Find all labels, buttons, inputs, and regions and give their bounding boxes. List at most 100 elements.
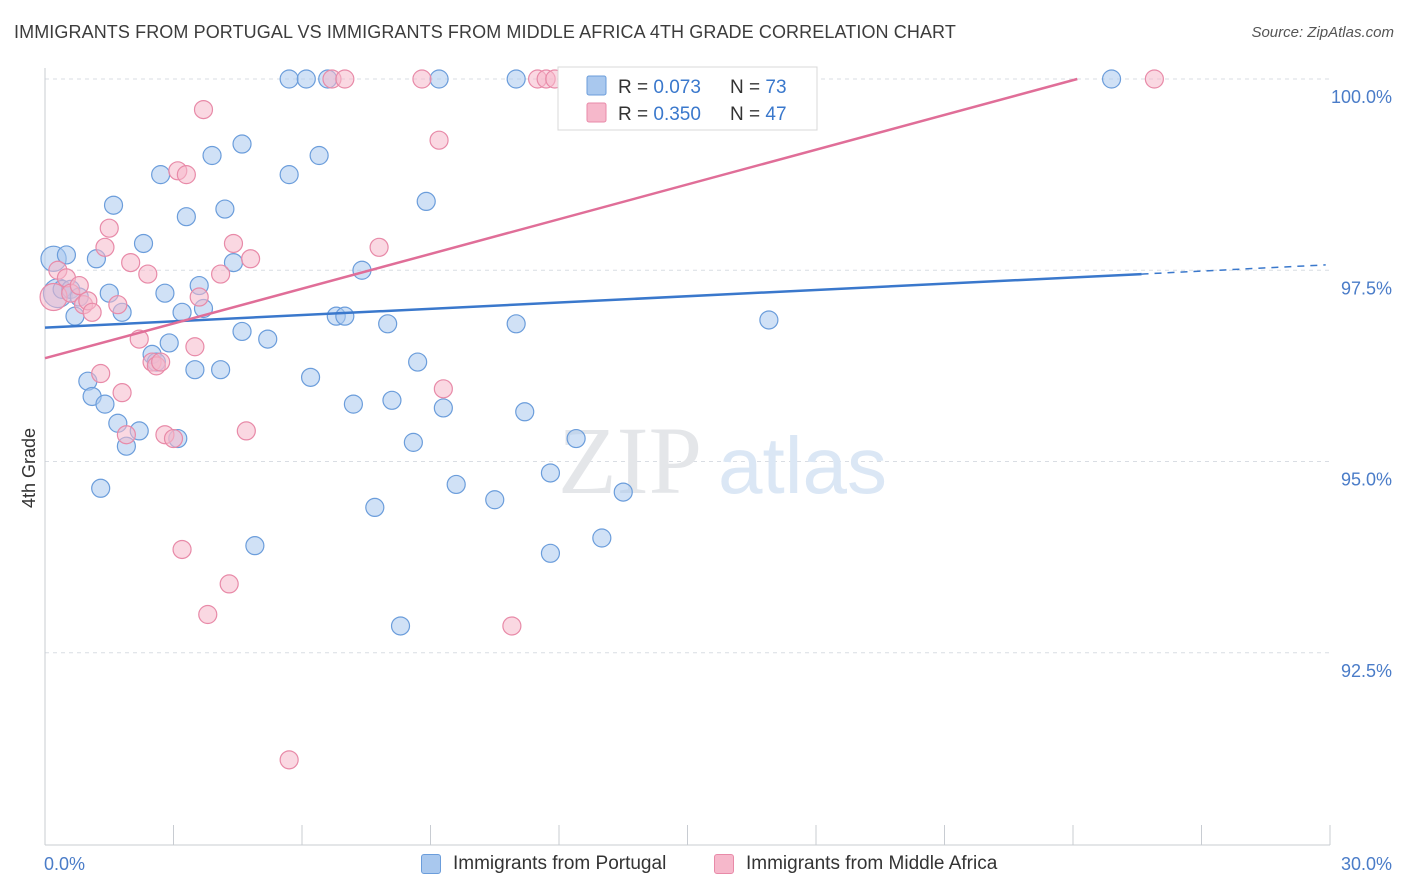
chart-title: IMMIGRANTS FROM PORTUGAL VS IMMIGRANTS F… [14, 22, 956, 42]
portugal-point [56, 245, 77, 265]
y-axis-label: 4th Grade [19, 428, 39, 508]
x-tick-label-max: 30.0% [1341, 854, 1392, 874]
legend-n-value: 47 [765, 104, 786, 125]
portugal-point [403, 432, 423, 452]
portugal-point [232, 134, 252, 154]
middle-africa-point [69, 275, 89, 296]
portugal-point [613, 482, 633, 502]
portugal-point [515, 402, 535, 422]
watermark-atlas: atlas [718, 421, 887, 510]
middle-africa-point [219, 574, 239, 594]
legend-row-portugal: R = 0.073 [618, 77, 701, 98]
middle-africa-point [502, 616, 522, 636]
portugal-point [378, 314, 398, 334]
y-tick-label: 97.5% [1341, 278, 1392, 298]
legend-item-middle-africa: Immigrants from Middle Africa [714, 852, 997, 876]
middle-africa-point [236, 421, 256, 441]
legend-n-value: 73 [765, 77, 786, 98]
trend-lines [44, 77, 1326, 360]
data-points [39, 69, 1164, 770]
middle-africa-point [241, 249, 261, 269]
portugal-point [95, 394, 115, 414]
portugal-point [540, 543, 561, 563]
middle-africa-point [172, 539, 192, 560]
legend-n-middle-africa: N = 47 [730, 104, 787, 125]
portugal-point [540, 463, 561, 483]
legend-n-portugal: N = 73 [730, 77, 787, 98]
legend-row-middle-africa: R = 0.350 [618, 104, 701, 125]
axes [44, 68, 1331, 846]
legend-swatch-portugal [421, 854, 441, 874]
portugal-point [506, 314, 526, 334]
legend-n-label: N = [730, 104, 765, 125]
grid-lines [45, 78, 1330, 654]
portugal-point [390, 616, 411, 636]
middle-africa-point [82, 302, 102, 322]
middle-africa-point [163, 428, 184, 449]
portugal-point [155, 283, 175, 303]
middle-africa-point [151, 352, 171, 372]
portugal-point [300, 367, 321, 387]
legend-label-middle-africa: Immigrants from Middle Africa [746, 853, 998, 874]
portugal-point [159, 333, 179, 353]
middle-africa-point [193, 99, 214, 120]
portugal-point [566, 428, 586, 449]
portugal-point [103, 195, 124, 215]
middle-africa-point [95, 237, 115, 257]
y-tick-label: 100.0% [1331, 87, 1392, 107]
portugal-point [296, 69, 316, 89]
portugal-point [279, 69, 299, 89]
x-tick-label-min: 0.0% [44, 854, 85, 874]
portugal-point [258, 329, 278, 349]
middle-africa-point [138, 264, 158, 284]
legend-r-label: R = [618, 77, 653, 98]
middle-africa-point [189, 287, 209, 307]
portugal-point [232, 321, 252, 342]
portugal-point [506, 69, 526, 89]
middle-africa-point [433, 379, 453, 399]
middle-africa-point [1144, 69, 1164, 89]
correlation-legend: R = 0.073 N = 73 R = 0.350 N = 47 [557, 66, 818, 131]
portugal-point [245, 536, 265, 556]
portugal-trend-line [44, 272, 1142, 329]
legend-swatch-portugal [586, 75, 607, 96]
portugal-point [343, 394, 363, 414]
portugal-point [592, 528, 612, 548]
portugal-point [309, 145, 329, 166]
portugal-point [133, 233, 154, 254]
middle-africa-point [429, 130, 449, 150]
legend-label-portugal: Immigrants from Portugal [453, 853, 667, 874]
portugal-point [335, 306, 355, 326]
portugal-point [485, 490, 505, 510]
portugal-point [176, 207, 196, 227]
middle-africa-point [116, 425, 136, 445]
portugal-point [365, 497, 385, 517]
y-tick-labels: 92.5% 95.0% 97.5% 100.0% [1331, 87, 1392, 681]
y-tick-label: 95.0% [1341, 470, 1392, 490]
middle-africa-point [108, 295, 128, 315]
middle-africa-point [121, 253, 141, 273]
middle-africa-point [198, 604, 218, 625]
legend-r-label: R = [618, 104, 653, 125]
chart-source: Source: ZipAtlas.com [1251, 24, 1394, 41]
middle-africa-point [279, 750, 299, 770]
legend-swatch-middle-africa [714, 854, 734, 874]
middle-africa-point [211, 264, 231, 284]
portugal-point [408, 352, 428, 372]
portugal-point [151, 165, 171, 185]
portugal-point [91, 478, 111, 498]
legend-swatch-middle-africa [586, 102, 607, 123]
portugal-point [416, 191, 436, 211]
portugal-point [185, 360, 205, 380]
legend-r-value: 0.350 [653, 104, 701, 125]
middle-africa-point [335, 69, 355, 89]
middle-africa-point [176, 165, 196, 185]
middle-africa-point [185, 337, 205, 357]
middle-africa-point [99, 218, 119, 238]
portugal-point [211, 360, 231, 380]
portugal-point [202, 145, 222, 166]
legend-n-label: N = [730, 77, 765, 98]
portugal-point [446, 474, 466, 495]
portugal-point [759, 310, 779, 330]
